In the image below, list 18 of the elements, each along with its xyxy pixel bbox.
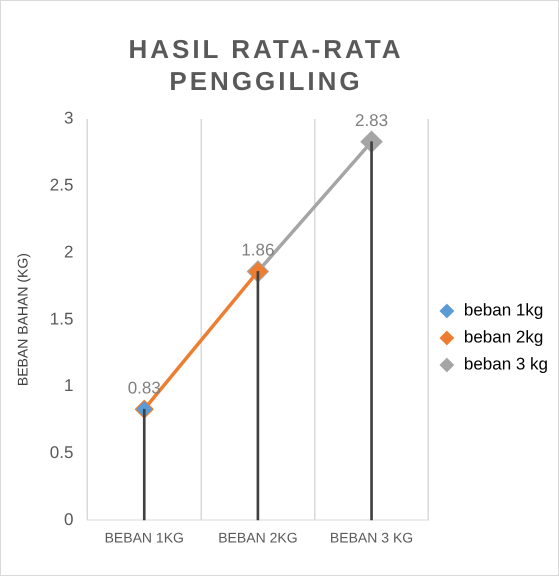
data-label: 2.83 (355, 110, 388, 130)
y-tick-label: 3 (64, 108, 74, 128)
y-tick-label: 0.5 (50, 443, 74, 462)
legend-label: beban 1kg (464, 300, 544, 320)
x-tick-label: BEBAN 3 KG (330, 529, 414, 546)
y-axis-title: BEBAN BAHAN (KG) (14, 253, 30, 386)
y-tick-label: 1 (64, 376, 74, 396)
y-tick-label: 2.5 (50, 176, 74, 195)
y-tick-label: 0 (64, 510, 74, 529)
y-tick-label: 2 (64, 242, 74, 262)
data-label: 1.86 (241, 240, 274, 260)
chart-title: HASIL RATA-RATA PENGGILING (127, 33, 405, 97)
y-tick-label: 1.5 (50, 309, 74, 328)
x-tick-label: BEBAN 1KG (104, 529, 184, 546)
legend-label: beban 2kg (464, 328, 544, 347)
legend-label: beban 3 kg (464, 354, 548, 374)
data-label: 0.83 (128, 378, 161, 398)
x-tick-label: BEBAN 2KG (218, 529, 298, 546)
